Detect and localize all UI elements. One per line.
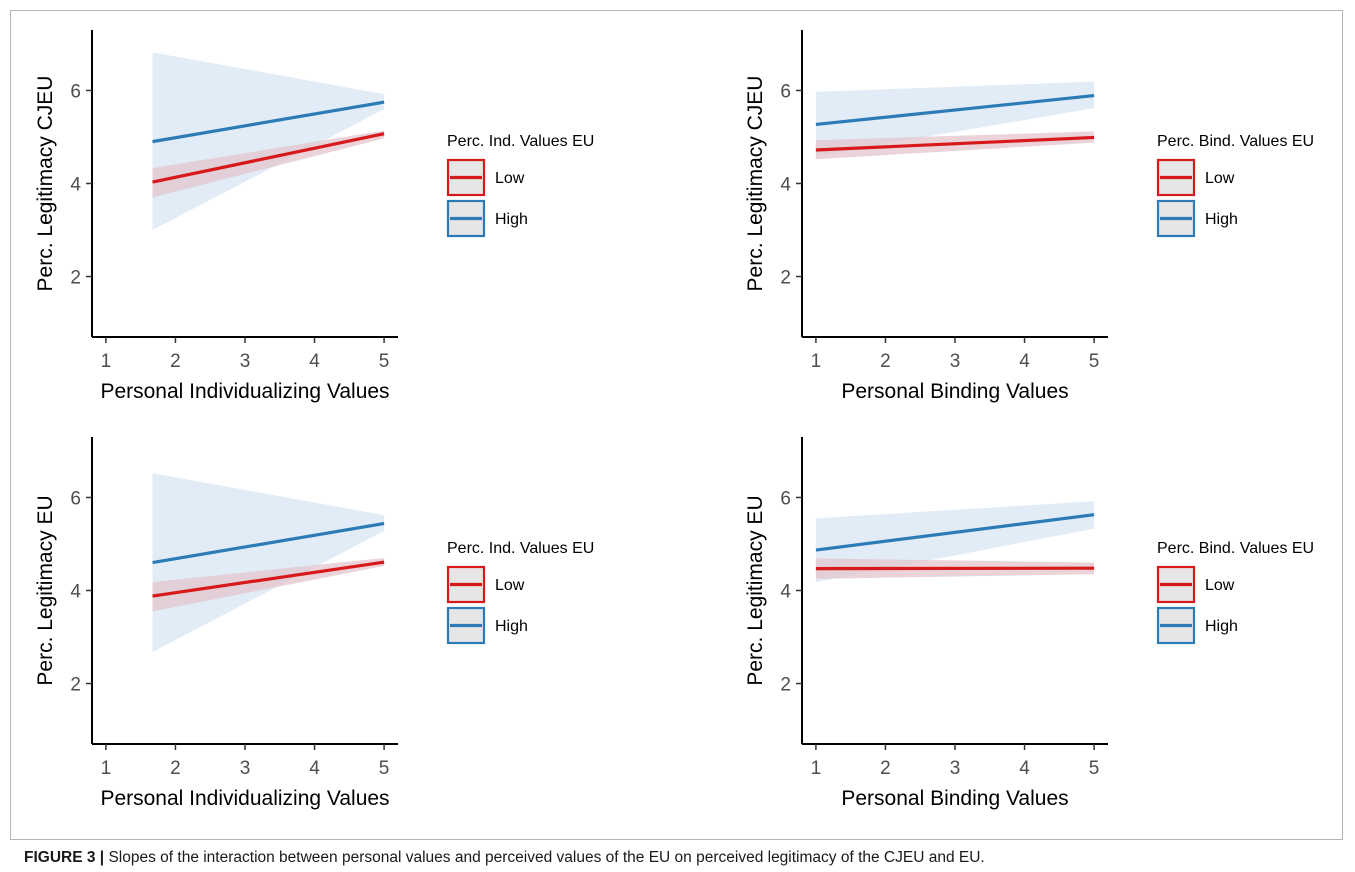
ci-band-high <box>815 81 1095 156</box>
legend-label: Low <box>495 577 525 594</box>
y-tick-label: 6 <box>780 488 791 509</box>
legend-item-low: Low <box>1156 565 1235 604</box>
x-tick-label: 5 <box>1089 351 1100 372</box>
x-tick-label: 5 <box>379 351 390 372</box>
ci-band-high <box>152 473 385 652</box>
y-tick-label: 4 <box>70 175 81 196</box>
legend-title: Perc. Ind. Values EU <box>447 133 594 150</box>
y-tick-label: 4 <box>70 582 81 603</box>
x-axis-title: Personal Individualizing Values <box>100 380 389 403</box>
x-tick-label: 5 <box>1089 758 1100 779</box>
x-tick-label: 2 <box>880 351 891 372</box>
legend-item-high: High <box>446 606 528 645</box>
y-tick-label: 2 <box>780 268 791 289</box>
y-axis-title: Perc. Legitimacy EU <box>744 495 767 685</box>
legend-title: Perc. Bind. Values EU <box>1157 540 1314 557</box>
x-tick-label: 3 <box>950 758 961 779</box>
legend-label: High <box>495 618 528 635</box>
x-tick-label: 3 <box>240 351 251 372</box>
ci-band-low <box>815 131 1095 160</box>
figure-frame <box>10 10 1343 840</box>
x-tick-label: 1 <box>811 351 822 372</box>
series-line-low <box>152 560 385 598</box>
legend-label: High <box>495 211 528 228</box>
legend-item-high: High <box>1156 199 1238 238</box>
legend-title: Perc. Bind. Values EU <box>1157 133 1314 150</box>
series-line-high <box>815 93 1095 127</box>
legend-label: Low <box>1205 577 1235 594</box>
legend-label: Low <box>1205 170 1235 187</box>
chart-panel-4: 1 2 3 4 5 2 4 6 Personal Binding Values Perc. Leg… <box>744 437 1314 810</box>
legend-item-high: High <box>1156 606 1238 645</box>
y-tick-label: 4 <box>780 175 791 196</box>
y-tick-label: 2 <box>780 675 791 696</box>
legend-item-low: Low <box>446 565 525 604</box>
legend-label: Low <box>495 170 525 187</box>
y-axis-title: Perc. Legitimacy EU <box>34 495 57 685</box>
legend-item-high: High <box>446 199 528 238</box>
x-axis-title: Personal Binding Values <box>841 787 1068 810</box>
x-axis-title: Personal Individualizing Values <box>100 787 389 810</box>
x-tick-label: 2 <box>170 351 181 372</box>
legend-label: High <box>1205 211 1238 228</box>
figure-caption: FIGURE 3 | Slopes of the interaction bet… <box>24 849 985 867</box>
x-tick-label: 2 <box>170 758 181 779</box>
y-tick-label: 4 <box>780 582 791 603</box>
caption-label: FIGURE 3 <box>24 849 96 866</box>
y-axis-title: Perc. Legitimacy CJEU <box>34 76 57 292</box>
series-line-low <box>815 135 1095 152</box>
caption-separator: | <box>99 849 105 866</box>
chart-panel-1: 1 2 3 4 5 2 4 6 Personal Individualizing Values P… <box>34 30 594 403</box>
legend-item-low: Low <box>446 158 525 197</box>
series-line-high <box>815 513 1095 552</box>
x-axis-title: Personal Binding Values <box>841 380 1068 403</box>
x-tick-label: 3 <box>950 351 961 372</box>
y-tick-label: 6 <box>780 81 791 102</box>
y-tick-label: 2 <box>70 268 81 289</box>
x-tick-label: 1 <box>101 351 112 372</box>
x-tick-label: 4 <box>1019 351 1030 372</box>
x-tick-label: 4 <box>309 351 320 372</box>
legend-label: High <box>1205 618 1238 635</box>
chart-panel-2: 1 2 3 4 5 2 4 6 Personal Binding Values Perc. Leg… <box>744 30 1314 403</box>
x-tick-label: 4 <box>309 758 320 779</box>
caption-text: Slopes of the interaction between person… <box>108 849 985 866</box>
figure-plots: 1 2 3 4 5 2 4 6 Personal Individualizing Values P… <box>34 30 1314 810</box>
x-tick-label: 2 <box>880 758 891 779</box>
series-line-high <box>152 100 385 144</box>
y-tick-label: 6 <box>70 488 81 509</box>
x-tick-label: 1 <box>811 758 822 779</box>
series-line-low <box>152 132 385 184</box>
x-tick-label: 4 <box>1019 758 1030 779</box>
y-tick-label: 6 <box>70 81 81 102</box>
x-tick-label: 3 <box>240 758 251 779</box>
y-axis-title: Perc. Legitimacy CJEU <box>744 76 767 292</box>
ci-band-high <box>152 52 385 231</box>
legend-title: Perc. Ind. Values EU <box>447 540 594 557</box>
y-tick-label: 2 <box>70 675 81 696</box>
legend-item-low: Low <box>1156 158 1235 197</box>
chart-panel-3: 1 2 3 4 5 2 4 6 Personal Individualizing Values P… <box>34 437 594 810</box>
x-tick-label: 5 <box>379 758 390 779</box>
series-line-high <box>152 521 385 565</box>
x-tick-label: 1 <box>101 758 112 779</box>
